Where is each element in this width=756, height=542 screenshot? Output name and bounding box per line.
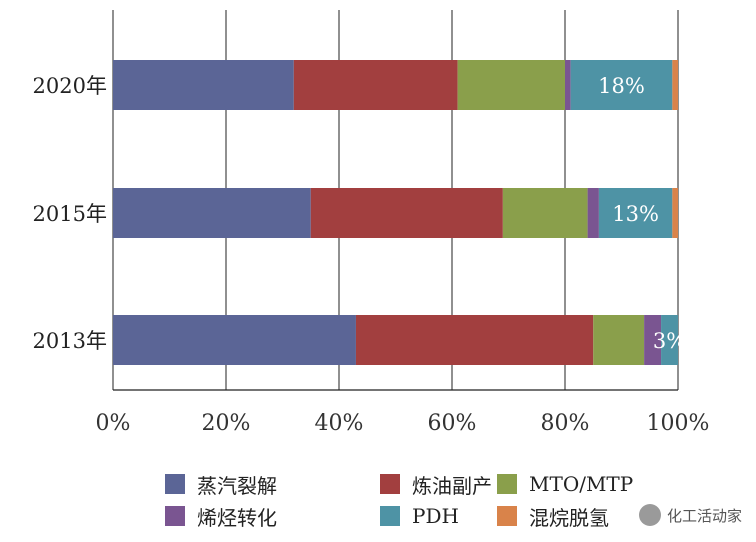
watermark: 化工活动家 (634, 502, 746, 528)
data-label: 18% (598, 74, 645, 98)
legend-item: 炼油副产 (380, 470, 492, 498)
legend-item: 蒸汽裂解 (165, 470, 277, 498)
legend-item: PDH (380, 502, 459, 530)
bar-segment (672, 188, 678, 238)
legend-swatch (497, 474, 517, 494)
data-label: 3% (653, 329, 686, 353)
bar-segment (593, 315, 645, 365)
legend-label: 蒸汽裂解 (197, 473, 277, 498)
category-label: 2015年 (33, 202, 107, 226)
x-tick-label: 0% (96, 411, 131, 436)
bar-segment (644, 315, 662, 365)
x-tick-label: 80% (541, 411, 590, 436)
x-tick-label: 100% (647, 411, 710, 436)
legend-swatch (165, 474, 185, 494)
bar-segment (457, 60, 565, 110)
bar-segment (293, 60, 458, 110)
x-tick-label: 40% (315, 411, 364, 436)
legend-swatch (497, 506, 517, 526)
legend: 蒸汽裂解 炼油副产 MTO/MTP 烯烃转化 PDH 混烷脱氢 (165, 470, 725, 534)
category-label: 2020年 (33, 74, 107, 98)
watermark-text: 化工活动家 (666, 506, 742, 525)
bar-segment (661, 315, 678, 365)
data-label: 13% (612, 202, 659, 226)
bar-segment (672, 60, 678, 110)
bar-segment (598, 188, 673, 238)
bar-segment (355, 315, 594, 365)
legend-item: 烯烃转化 (165, 502, 277, 530)
bar-segment (113, 188, 311, 238)
legend-item: MTO/MTP (497, 470, 633, 498)
legend-item: 混烷脱氢 (497, 502, 609, 530)
legend-label: 烯烃转化 (197, 505, 277, 530)
bar-segment (565, 60, 571, 110)
bar-segment (570, 60, 673, 110)
bar-segment (113, 315, 356, 365)
bar-segment (310, 188, 503, 238)
stacked-bar-chart: 0% 20% 40% 60% 80% 100% 2020年 18% 2015年 13% 2013年 3… (33, 10, 710, 436)
x-tick-label: 20% (202, 411, 251, 436)
x-tick-label: 60% (428, 411, 477, 436)
wechat-icon (638, 504, 661, 526)
legend-label: PDH (412, 504, 459, 528)
legend-label: 炼油副产 (412, 473, 492, 498)
legend-swatch (165, 506, 185, 526)
category-label: 2013年 (33, 329, 107, 353)
legend-swatch (380, 474, 400, 494)
bar-segment (587, 188, 599, 238)
bar-segment (502, 188, 588, 238)
bar-segment (113, 60, 294, 110)
legend-swatch (380, 506, 400, 526)
legend-label: MTO/MTP (529, 472, 634, 496)
legend-label: 混烷脱氢 (529, 505, 609, 530)
